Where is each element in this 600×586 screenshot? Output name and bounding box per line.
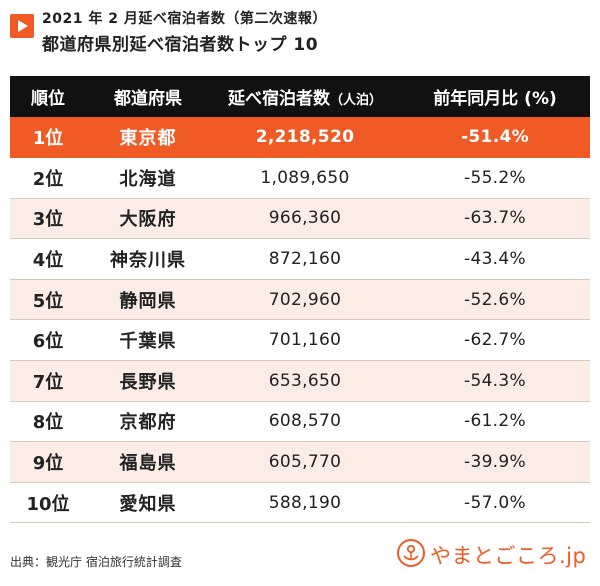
stays-cell: 653,650: [210, 360, 400, 402]
rank-cell: 8位: [10, 401, 86, 443]
rank-cell: 1位: [10, 117, 86, 159]
yoy-cell: -63.7%: [400, 198, 590, 240]
rank-cell: 3位: [10, 198, 86, 240]
stays-cell: 966,360: [210, 198, 400, 240]
stays-cell: 2,218,520: [210, 117, 400, 159]
prefecture-cell: 北海道: [86, 157, 210, 199]
yoy-cell: -43.4%: [400, 238, 590, 280]
rank-cell: 4位: [10, 238, 86, 280]
rank-cell: 10位: [10, 482, 86, 524]
prefecture-cell: 京都府: [86, 401, 210, 443]
stays-cell: 588,190: [210, 482, 400, 524]
prefecture-cell: 愛知県: [86, 482, 210, 524]
stays-cell: 605,770: [210, 441, 400, 483]
prefecture-cell: 静岡県: [86, 279, 210, 321]
prefecture-cell: 千葉県: [86, 319, 210, 362]
logo-text: やまとごころ.jp: [430, 544, 587, 568]
column-header-yoy: 前年同月比 (%): [400, 76, 590, 117]
column-header-prefecture: 都道府県: [86, 76, 210, 117]
yoy-cell: -54.3%: [400, 360, 590, 402]
ranking-table: 順位 都道府県 延べ宿泊者数（人泊） 前年同月比 (%) 1位 東京都 2,21…: [10, 76, 590, 524]
yoy-cell: -55.2%: [400, 157, 590, 199]
table-row: 9位 福島県 605,770 -39.9%: [10, 441, 590, 483]
table-row: 7位 長野県 653,650 -54.3%: [10, 360, 590, 402]
rank-cell: 5位: [10, 279, 86, 321]
yoy-cell: -51.4%: [400, 117, 590, 159]
table-header-row: 順位 都道府県 延べ宿泊者数（人泊） 前年同月比 (%): [10, 76, 590, 117]
table-row: 5位 静岡県 702,960 -52.6%: [10, 279, 590, 321]
stays-cell: 702,960: [210, 279, 400, 321]
stays-cell: 701,160: [210, 319, 400, 362]
prefecture-cell: 福島県: [86, 441, 210, 483]
stays-cell: 872,160: [210, 238, 400, 280]
yoy-cell: -39.9%: [400, 441, 590, 483]
yoy-cell: -57.0%: [400, 482, 590, 524]
rank-cell: 9位: [10, 441, 86, 483]
stays-cell: 1,089,650: [210, 157, 400, 199]
rank-cell: 6位: [10, 319, 86, 362]
site-logo[interactable]: やまとごころ.jp: [388, 538, 588, 568]
table-row: 8位 京都府 608,570 -61.2%: [10, 401, 590, 443]
column-header-stays-label: 延べ宿泊者数: [227, 89, 330, 109]
rank-cell: 2位: [10, 157, 86, 199]
yoy-cell: -62.7%: [400, 319, 590, 362]
column-header-stays: 延べ宿泊者数（人泊）: [210, 76, 400, 117]
page-title: 都道府県別延べ宿泊者数トップ 10: [42, 35, 319, 55]
yamatogokoro-logo-icon: [397, 539, 425, 567]
table-row: 2位 北海道 1,089,650 -55.2%: [10, 157, 590, 199]
page-subtitle: 2021 年 2 月延べ宿泊者数（第二次速報）: [42, 11, 327, 27]
stays-cell: 608,570: [210, 401, 400, 443]
column-header-stays-unit: （人泊）: [329, 93, 382, 108]
play-icon: [10, 14, 34, 38]
prefecture-cell: 東京都: [86, 117, 210, 159]
column-header-rank: 順位: [10, 76, 86, 117]
rank-cell: 7位: [10, 360, 86, 402]
table-row: 4位 神奈川県 872,160 -43.4%: [10, 238, 590, 280]
prefecture-cell: 神奈川県: [86, 238, 210, 280]
table-row: 10位 愛知県 588,190 -57.0%: [10, 482, 590, 524]
yoy-cell: -52.6%: [400, 279, 590, 321]
table-row: 6位 千葉県 701,160 -62.7%: [10, 319, 590, 362]
title-header: 2021 年 2 月延べ宿泊者数（第二次速報） 都道府県別延べ宿泊者数トップ 1…: [10, 8, 590, 58]
table-row: 3位 大阪府 966,360 -63.7%: [10, 198, 590, 240]
prefecture-cell: 大阪府: [86, 198, 210, 240]
source-note: 出典：観光庁 宿泊旅行統計調査: [10, 555, 182, 569]
prefecture-cell: 長野県: [86, 360, 210, 402]
table-row: 1位 東京都 2,218,520 -51.4%: [10, 117, 590, 159]
yoy-cell: -61.2%: [400, 401, 590, 443]
